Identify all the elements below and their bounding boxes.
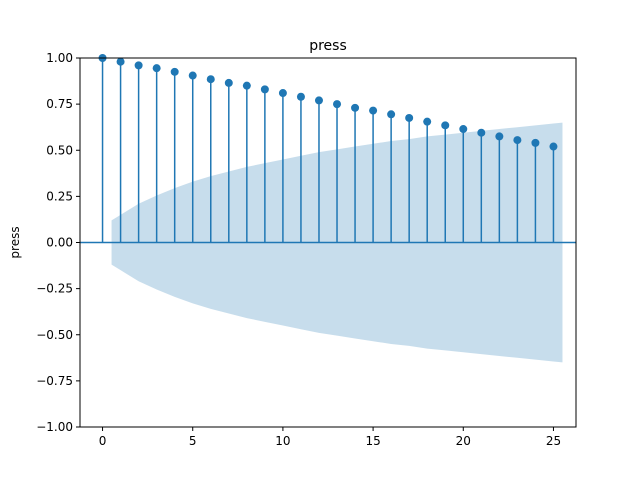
marker-lag-4 [170, 67, 179, 76]
marker-lag-7 [224, 78, 233, 87]
marker-lag-6 [206, 75, 215, 84]
marker-lag-16 [387, 110, 396, 119]
marker-lag-2 [134, 61, 143, 70]
y-axis-ticks: −1.00 −0.75 −0.50 −0.25 0.00 0.25 0.50 0.75 1.00 [36, 51, 80, 434]
marker-lag-20 [459, 125, 468, 134]
marker-lag-13 [333, 100, 342, 109]
marker-lag-19 [441, 121, 450, 130]
marker-lag-25 [549, 142, 558, 151]
x-tick-label-0: 0 [99, 434, 107, 448]
y-axis-label: press [8, 226, 22, 258]
marker-lag-14 [351, 103, 360, 112]
marker-lag-24 [531, 138, 540, 147]
x-tick-label-5: 5 [189, 434, 197, 448]
marker-lag-21 [477, 128, 486, 137]
y-tick-label-7: 0.75 [46, 97, 73, 111]
x-axis-ticks: 0 5 10 15 20 25 [99, 427, 561, 448]
marker-lag-12 [314, 96, 323, 105]
y-tick-label-2: −0.50 [36, 328, 73, 342]
y-tick-label-4: 0.00 [46, 236, 73, 250]
y-tick-label-0: −1.00 [36, 420, 73, 434]
marker-lag-15 [369, 106, 378, 115]
x-tick-label-25: 25 [546, 434, 561, 448]
chart-title: press [309, 38, 347, 54]
marker-lag-3 [152, 64, 161, 73]
y-tick-label-6: 0.50 [46, 143, 73, 157]
marker-lag-11 [296, 92, 305, 101]
marker-lag-1 [116, 57, 125, 66]
marker-lag-23 [513, 136, 522, 145]
marker-lag-10 [278, 89, 287, 98]
x-tick-label-20: 20 [456, 434, 471, 448]
y-tick-label-8: 1.00 [46, 51, 73, 65]
y-tick-label-3: −0.25 [36, 282, 73, 296]
x-tick-label-10: 10 [275, 434, 290, 448]
y-tick-label-5: 0.25 [46, 189, 73, 203]
marker-lag-8 [242, 81, 251, 90]
y-tick-label-1: −0.75 [36, 374, 73, 388]
marker-lag-5 [188, 71, 197, 80]
marker-lag-22 [495, 132, 504, 141]
marker-lag-17 [405, 113, 414, 122]
stem-layer [101, 58, 555, 243]
marker-lag-9 [260, 85, 269, 94]
marker-lag-18 [423, 117, 432, 126]
x-tick-label-15: 15 [365, 434, 380, 448]
